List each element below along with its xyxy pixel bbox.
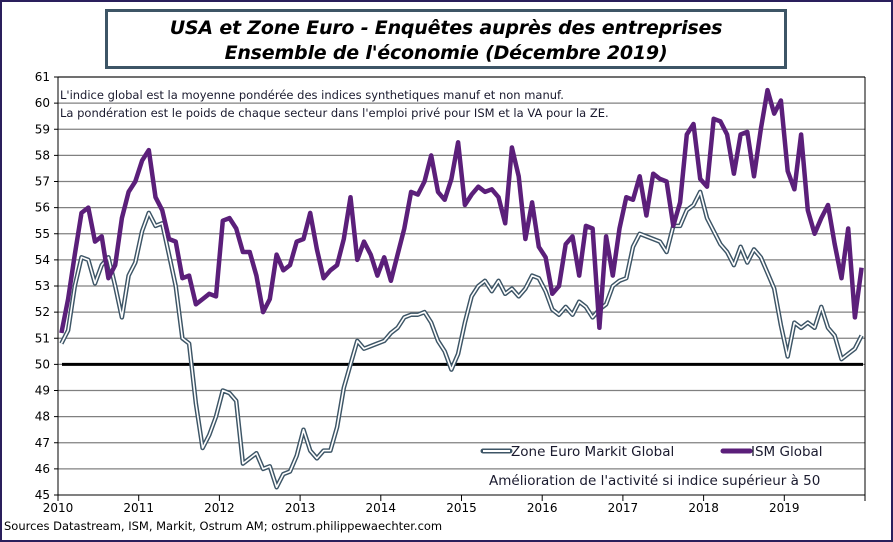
chart-title-line-1: USA et Zone Euro - Enquêtes auprès des e… (169, 17, 723, 39)
y-tick-label-47: 47 (35, 436, 50, 450)
note-line-2: La pondération est le poids de chaque se… (60, 106, 609, 120)
annotation-threshold: Amélioration de l'activité si indice sup… (489, 473, 820, 489)
x-tick-label-2018: 2018 (688, 501, 719, 515)
y-tick-label-61: 61 (35, 70, 50, 84)
grid-lines (58, 76, 865, 470)
legend: Zone Euro Markit Global ISM Global (480, 444, 823, 460)
x-tick-label-2011: 2011 (123, 501, 154, 515)
chart-title-box: USA et Zone Euro - Enquêtes auprès des e… (105, 9, 787, 69)
series-ism (59, 87, 864, 334)
y-tick-label-48: 48 (35, 410, 50, 424)
note-line-1: L'indice global est la moyenne pondérée … (60, 88, 564, 102)
x-tick-label-2015: 2015 (446, 501, 477, 515)
legend-label-zone-euro: Zone Euro Markit Global (511, 444, 674, 460)
y-tick-label-51: 51 (35, 331, 50, 345)
y-tick-label-52: 52 (35, 305, 50, 319)
x-axis-ticks: 2010 2011 2012 2013 2014 2015 2016 2017 2018 2019 (43, 495, 800, 515)
y-tick-label-49: 49 (35, 384, 50, 398)
series-line-zone-euro-inner (60, 191, 863, 489)
x-tick-label-2010: 2010 (43, 501, 74, 515)
x-tick-label-2016: 2016 (527, 501, 558, 515)
x-tick-label-2012: 2012 (204, 501, 235, 515)
legend-label-ism: ISM Global (751, 444, 823, 460)
legend-item-ism: ISM Global (720, 444, 823, 460)
y-tick-label-58: 58 (35, 148, 50, 162)
axes (57, 76, 866, 501)
y-tick-label-45: 45 (35, 488, 50, 502)
y-tick-label-46: 46 (35, 462, 50, 476)
x-tick-label-2019: 2019 (769, 501, 800, 515)
x-tick-label-2017: 2017 (608, 501, 639, 515)
x-tick-label-2014: 2014 (366, 501, 397, 515)
y-tick-label-57: 57 (35, 175, 50, 189)
y-tick-label-60: 60 (35, 96, 50, 110)
y-tick-label-56: 56 (35, 201, 50, 215)
y-tick-label-54: 54 (35, 253, 50, 267)
legend-item-zone-euro: Zone Euro Markit Global (480, 444, 674, 460)
y-tick-label-50: 50 (35, 357, 50, 371)
y-tick-label-59: 59 (35, 122, 50, 136)
source-note: Sources Datastream, ISM, Markit, Ostrum … (4, 519, 443, 533)
y-tick-label-55: 55 (35, 227, 50, 241)
x-tick-label-2013: 2013 (285, 501, 316, 515)
series-group (59, 87, 864, 490)
series-zone-euro (59, 189, 864, 490)
series-line-ism (59, 87, 864, 334)
chart-title-line-2: Ensemble de l'économie (Décembre 2019) (224, 42, 668, 64)
y-axis-ticks: 45 46 47 48 49 50 51 52 53 54 55 56 57 58 59 60 61 (35, 70, 58, 502)
y-tick-label-53: 53 (35, 279, 50, 293)
